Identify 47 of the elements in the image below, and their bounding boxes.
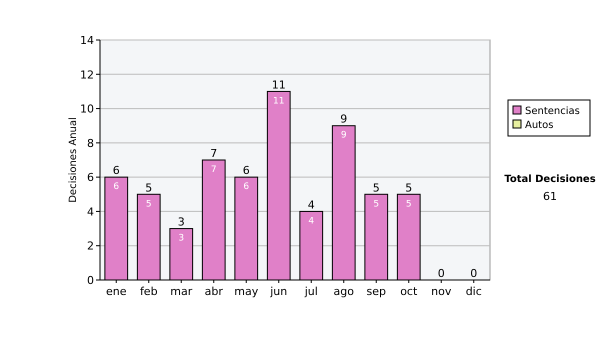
total-label: 6 (112, 164, 120, 178)
x-tick-label: nov (431, 285, 452, 298)
data-label: 6 (113, 182, 120, 192)
data-label: 5 (146, 199, 152, 210)
y-tick-label: 4 (87, 205, 94, 218)
total-label: 5 (145, 181, 152, 194)
y-tick-label: 2 (87, 240, 94, 253)
total-label: 4 (308, 198, 315, 212)
data-label: 7 (210, 165, 217, 175)
x-tick-label: dic (466, 285, 482, 298)
legend-label: Autos (525, 120, 554, 131)
y-axis-title: Decisiones Anual (68, 117, 79, 203)
data-label: 6 (243, 182, 250, 192)
legend-label: Sentencias (525, 106, 580, 117)
total-label: 0 (438, 267, 445, 280)
x-tick-label: ene (106, 285, 127, 298)
y-tick-label: 14 (80, 34, 94, 47)
text: Total Decisiones (504, 174, 596, 185)
data-label: 3 (178, 234, 184, 244)
y-tick-label: 6 (87, 171, 94, 184)
x-tick-label: oct (400, 285, 418, 298)
text: 61 (543, 190, 557, 203)
total-label: 11 (272, 78, 286, 92)
total-label: 7 (210, 147, 218, 160)
total-label: 5 (405, 181, 412, 194)
x-tick-label: abr (204, 285, 224, 298)
x-tick-label: may (234, 285, 259, 298)
y-tick-label: 12 (80, 68, 94, 82)
data-label: 4 (308, 216, 314, 226)
y-tick-label: 8 (87, 136, 94, 150)
x-tick-label: mar (170, 285, 193, 298)
x-tick-label: ago (334, 285, 354, 298)
total-label: 3 (178, 216, 185, 229)
data-label: 5 (373, 199, 380, 210)
x-tick-label: jul (304, 285, 318, 298)
total-label: 6 (242, 164, 250, 178)
y-tick-label: 0 (87, 274, 94, 287)
data-label: 5 (406, 199, 412, 210)
total-label: 9 (340, 112, 348, 126)
x-tick-label: jun (269, 285, 288, 298)
data-label: 9 (340, 130, 347, 141)
x-tick-label: sep (366, 285, 386, 298)
total-label: 0 (470, 267, 478, 280)
x-tick-label: feb (140, 285, 158, 298)
data-label: 11 (273, 96, 284, 106)
y-tick-label: 10 (80, 102, 94, 116)
total-label: 5 (372, 181, 380, 194)
